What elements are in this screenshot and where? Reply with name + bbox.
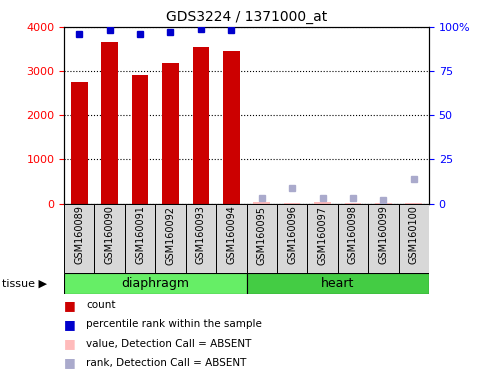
Bar bbox=[307, 204, 338, 273]
Text: GSM160090: GSM160090 bbox=[105, 205, 115, 265]
Text: GSM160094: GSM160094 bbox=[226, 205, 236, 265]
Bar bbox=[193, 47, 209, 204]
Bar bbox=[253, 202, 270, 204]
Text: GSM160091: GSM160091 bbox=[135, 205, 145, 265]
Bar bbox=[155, 204, 186, 273]
Bar bbox=[405, 203, 422, 204]
Text: tissue ▶: tissue ▶ bbox=[2, 278, 47, 288]
Bar bbox=[64, 273, 246, 294]
Text: ■: ■ bbox=[64, 299, 76, 312]
Text: GSM160100: GSM160100 bbox=[409, 205, 419, 265]
Bar bbox=[375, 203, 391, 204]
Bar bbox=[345, 202, 361, 204]
Text: diaphragm: diaphragm bbox=[121, 277, 189, 290]
Bar bbox=[102, 42, 118, 204]
Text: GSM160093: GSM160093 bbox=[196, 205, 206, 265]
Bar bbox=[132, 74, 148, 204]
Bar bbox=[64, 204, 95, 273]
Text: count: count bbox=[86, 300, 116, 310]
Text: GSM160089: GSM160089 bbox=[74, 205, 84, 265]
Bar bbox=[246, 273, 429, 294]
Bar bbox=[216, 204, 246, 273]
Text: ■: ■ bbox=[64, 318, 76, 331]
Bar bbox=[246, 204, 277, 273]
Text: GSM160098: GSM160098 bbox=[348, 205, 358, 265]
Text: GSM160096: GSM160096 bbox=[287, 205, 297, 265]
Bar bbox=[95, 204, 125, 273]
Bar bbox=[71, 82, 88, 204]
Title: GDS3224 / 1371000_at: GDS3224 / 1371000_at bbox=[166, 10, 327, 25]
Bar bbox=[338, 204, 368, 273]
Text: GSM160099: GSM160099 bbox=[378, 205, 388, 265]
Text: value, Detection Call = ABSENT: value, Detection Call = ABSENT bbox=[86, 339, 251, 349]
Text: ■: ■ bbox=[64, 337, 76, 350]
Bar bbox=[277, 204, 307, 273]
Text: percentile rank within the sample: percentile rank within the sample bbox=[86, 319, 262, 329]
Bar bbox=[125, 204, 155, 273]
Text: GSM160092: GSM160092 bbox=[166, 205, 176, 265]
Text: GSM160095: GSM160095 bbox=[257, 205, 267, 265]
Bar bbox=[186, 204, 216, 273]
Bar bbox=[284, 203, 300, 204]
Bar bbox=[162, 63, 179, 204]
Bar bbox=[368, 204, 398, 273]
Text: heart: heart bbox=[321, 277, 354, 290]
Bar bbox=[398, 204, 429, 273]
Text: rank, Detection Call = ABSENT: rank, Detection Call = ABSENT bbox=[86, 358, 246, 368]
Bar bbox=[314, 202, 331, 204]
Bar bbox=[223, 51, 240, 204]
Text: GSM160097: GSM160097 bbox=[317, 205, 327, 265]
Text: ■: ■ bbox=[64, 356, 76, 369]
